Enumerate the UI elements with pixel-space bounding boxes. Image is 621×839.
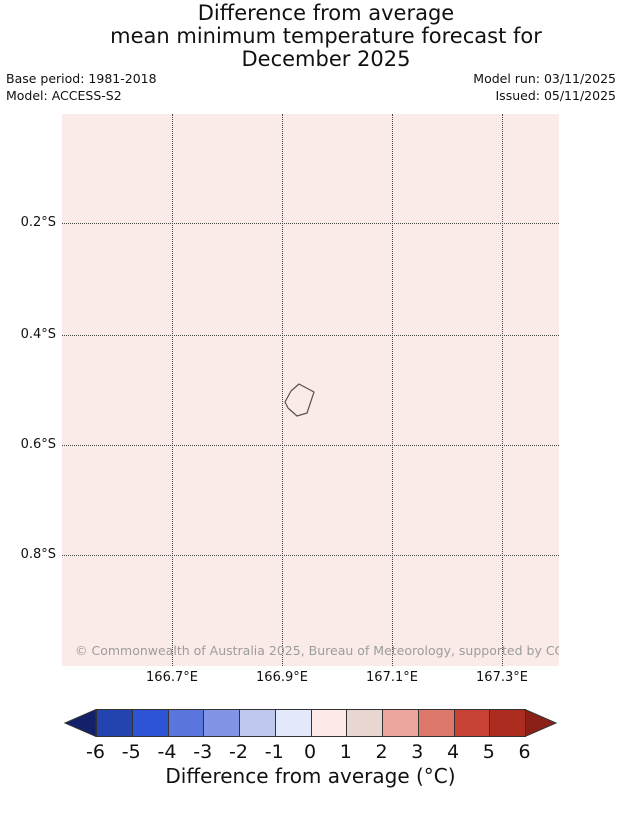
x-tick-label: 167.3°E: [476, 670, 528, 685]
longitude-gridline: [392, 114, 393, 666]
latitude-gridline: [62, 445, 559, 446]
colorbar-tick-label: 0: [303, 741, 317, 763]
y-tick-label: 0.2°S: [20, 215, 56, 230]
colorbar: [64, 709, 557, 737]
chart-title-line-3: December 2025: [241, 47, 411, 71]
y-tick-label: 0.8°S: [20, 547, 56, 562]
colorbar-cell: [274, 709, 312, 737]
colorbar-cell: [346, 709, 383, 737]
base-period-label: Base period: 1981-2018: [6, 71, 157, 86]
colorbar-cell: [131, 709, 169, 737]
x-tick-label: 166.9°E: [256, 670, 308, 685]
colorbar-tick-label: 3: [411, 741, 424, 763]
y-tick-label: 0.6°S: [20, 437, 56, 452]
colorbar-cell: [489, 709, 526, 737]
colorbar-tick-label: -2: [229, 741, 248, 763]
longitude-gridline: [282, 114, 283, 666]
meta-left: Base period: 1981-2018 Model: ACCESS-S2: [6, 70, 157, 104]
longitude-gridline: [172, 114, 173, 666]
colorbar-tick-label: 4: [446, 741, 460, 763]
model-run-label: Model run: 03/11/2025: [473, 71, 616, 86]
colorbar-cell: [239, 709, 276, 737]
chart-title-line-1: Difference from average: [197, 1, 455, 25]
colorbar-tick-label: 1: [339, 741, 352, 763]
latitude-gridline: [62, 335, 559, 336]
colorbar-tick-label: -5: [121, 741, 141, 763]
meta-right: Model run: 03/11/2025 Issued: 05/11/2025: [473, 70, 616, 104]
model-label: Model: ACCESS-S2: [6, 88, 122, 103]
colorbar-cell: [417, 709, 455, 737]
latitude-gridline: [62, 555, 559, 556]
copyright-notice: © Commonwealth of Australia 2025, Bureau…: [75, 643, 559, 658]
colorbar-tick-label: -3: [193, 741, 213, 763]
colorbar-left-arrow: [64, 709, 96, 737]
colorbar-cell: [453, 709, 491, 737]
colorbar-tick-label: 6: [518, 741, 531, 763]
colorbar-cell: [96, 709, 133, 737]
colorbar-tick-labels: -6 -5 -4 -3 -2 -1 0 1 2 3 4 5 6: [0, 741, 621, 763]
longitude-gridline: [502, 114, 503, 666]
x-tick-label: 166.7°E: [146, 670, 198, 685]
colorbar-caption: Difference from average (°C): [165, 764, 456, 788]
colorbar-tick-label: 5: [482, 741, 495, 763]
y-tick-label: 0.4°S: [20, 327, 56, 342]
colorbar-cell: [382, 709, 419, 737]
colorbar-tick-label: -6: [86, 741, 105, 763]
colorbar-cell: [310, 709, 348, 737]
latitude-gridline: [62, 223, 559, 224]
colorbar-cell: [203, 709, 240, 737]
colorbar-tick-label: 2: [375, 741, 388, 763]
colorbar-tick-label: -1: [264, 741, 284, 763]
chart-title: Difference from average mean minimum tem…: [31, 2, 621, 71]
island-outline: [284, 383, 315, 417]
colorbar-cell: [167, 709, 205, 737]
chart-title-line-2: mean minimum temperature forecast for: [110, 24, 542, 48]
colorbar-right-arrow: [525, 709, 557, 737]
issued-label: Issued: 05/11/2025: [495, 88, 617, 103]
x-tick-label: 167.1°E: [366, 670, 418, 685]
colorbar-tick-label: -4: [157, 741, 177, 763]
map-plot-area: © Commonwealth of Australia 2025, Bureau…: [62, 114, 559, 666]
